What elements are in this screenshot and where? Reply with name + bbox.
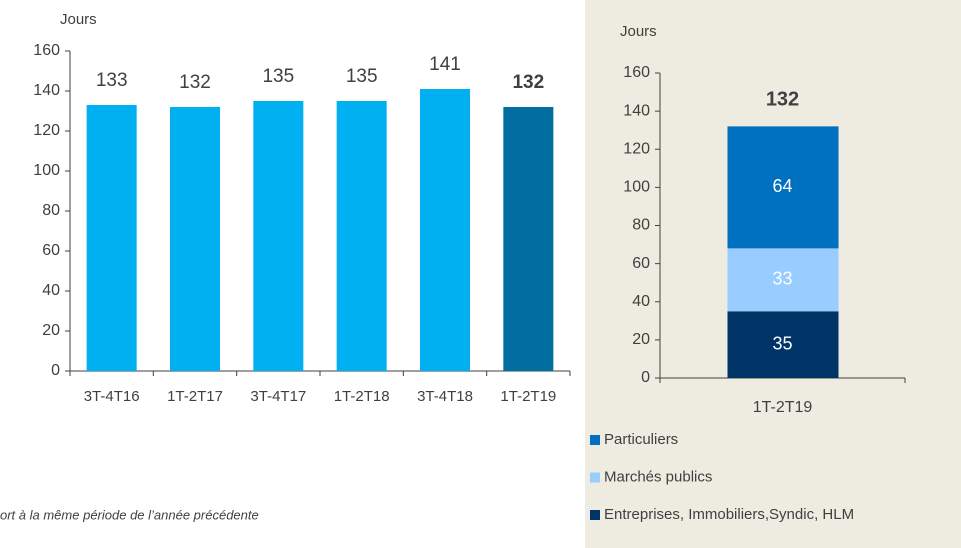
y-tick-label: 100	[623, 179, 650, 196]
y-tick-label: 60	[42, 242, 60, 259]
y-tick-label: 60	[632, 255, 650, 272]
legend-swatch	[590, 510, 600, 520]
legend-swatch	[590, 435, 600, 445]
data-label: 35	[772, 333, 792, 353]
bar	[336, 101, 387, 371]
y-tick-label: 120	[33, 122, 60, 139]
bar	[86, 105, 137, 371]
data-label: 132	[512, 72, 544, 93]
bar	[170, 107, 220, 371]
y-tick-label: 40	[632, 293, 650, 310]
y-tick-label: 140	[623, 102, 650, 119]
y-tick-label: 0	[641, 369, 650, 386]
y-axis-title: Jours	[60, 11, 97, 28]
legend-label: Entreprises, Immobiliers,Syndic, HLM	[604, 506, 854, 523]
data-label: 132	[179, 72, 211, 93]
bar-segment	[727, 248, 839, 312]
bar	[503, 107, 554, 371]
y-tick-label: 100	[33, 162, 60, 179]
data-label: 64	[772, 176, 792, 196]
y-tick-label: 20	[632, 331, 650, 348]
data-label: 33	[772, 269, 792, 289]
data-label: 135	[346, 66, 378, 87]
x-tick-label: 1T-2T18	[334, 388, 390, 405]
y-axis-title: Jours	[620, 23, 657, 40]
x-tick-label: 1T-2T19	[500, 388, 556, 405]
bar-segment	[727, 126, 839, 249]
x-tick-label: 3T-4T18	[417, 388, 473, 405]
legend-label: Particuliers	[604, 431, 678, 448]
y-tick-label: 160	[623, 64, 650, 81]
bar	[420, 89, 470, 371]
data-label: 135	[262, 66, 294, 87]
data-label: 141	[429, 54, 461, 75]
y-tick-label: 140	[33, 82, 60, 99]
x-tick-label: 3T-4T17	[250, 388, 306, 405]
bar-segment	[727, 311, 839, 378]
y-tick-label: 40	[42, 282, 60, 299]
total-label: 132	[766, 89, 799, 111]
y-tick-label: 20	[42, 322, 60, 339]
x-tick-label: 1T-2T19	[753, 399, 813, 416]
y-tick-label: 80	[632, 217, 650, 234]
legend-swatch	[590, 472, 600, 483]
legend-label: Marchés publics	[604, 468, 712, 485]
y-tick-label: 80	[42, 202, 60, 219]
y-tick-label: 120	[623, 140, 650, 157]
footnote: ort à la même période de l’année précéde…	[0, 507, 259, 522]
y-tick-label: 0	[51, 362, 60, 379]
data-label: 133	[96, 70, 128, 91]
bar	[253, 101, 304, 371]
x-tick-label: 1T-2T17	[167, 388, 223, 405]
x-tick-label: 3T-4T16	[84, 388, 140, 405]
y-tick-label: 160	[33, 42, 60, 59]
